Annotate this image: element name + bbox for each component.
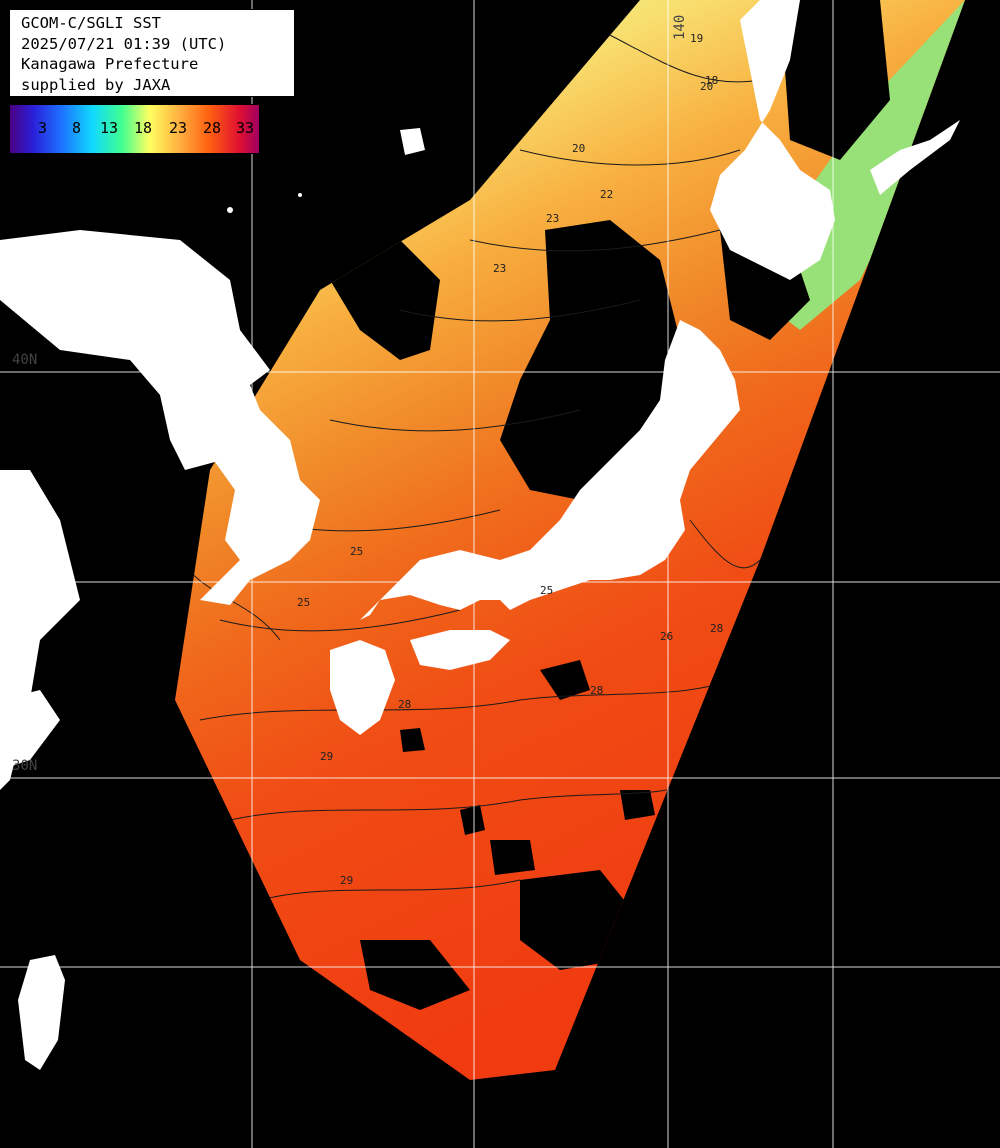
contour-label: 28 [590,684,603,697]
contour-label: 29 [320,750,333,763]
colorbar-tick: 3 [38,119,48,137]
contour-label: 20 [700,80,713,93]
land-honshu [360,320,740,620]
contour-label: 18 [705,74,718,87]
colorbar-tick: 18 [134,119,153,137]
land-hokkaido [710,0,835,280]
land [0,0,960,1070]
contour-label: 29 [340,874,353,887]
colorbar-tick: 13 [100,119,119,137]
land-kuril [870,120,960,195]
region-name: Kanagawa Prefecture [21,55,199,73]
contour-label: 28 [398,698,411,711]
contour-label: 26 [660,630,673,643]
contour-label: 23 [493,262,506,275]
temperature-colorbar: 3 8 13 18 23 28 33 [9,104,260,154]
contour-label: 28 [710,622,723,635]
colorbar-tick: 8 [72,119,82,137]
lat-label-30n: 30N [12,758,38,774]
info-box: GCOM-C/SGLI SST 2025/07/21 01:39 (UTC) K… [9,9,295,97]
contour-label: 20 [572,142,585,155]
colorbar-tick-labels: 3 8 13 18 23 28 33 [10,105,259,153]
observation-datetime: 2025/07/21 01:39 (UTC) [21,34,227,53]
colorbar-tick: 23 [169,119,188,137]
colorbar-tick: 33 [236,119,255,137]
lat-label-40n: 40N [12,352,38,368]
lon-label-140: 140 [672,14,688,40]
supplier-credit: supplied by JAXA [21,75,171,94]
colorbar-tick: 28 [203,119,222,137]
contour-label: 19 [690,32,703,45]
contour-label: 25 [350,545,363,558]
land-continent [0,230,320,605]
land-island-1 [400,128,425,155]
land-shikoku [410,630,510,670]
land-coast-west [0,690,60,770]
land-kyushu [330,640,395,735]
contour-label: 22 [600,188,613,201]
contour-label: 25 [540,584,553,597]
product-title: GCOM-C/SGLI SST [21,14,161,32]
land-taiwan [18,955,65,1070]
contour-value-labels: 19 18 20 20 22 23 23 25 25 25 26 28 28 2… [297,32,723,887]
contour-label: 23 [546,212,559,225]
contour-label: 25 [297,596,310,609]
